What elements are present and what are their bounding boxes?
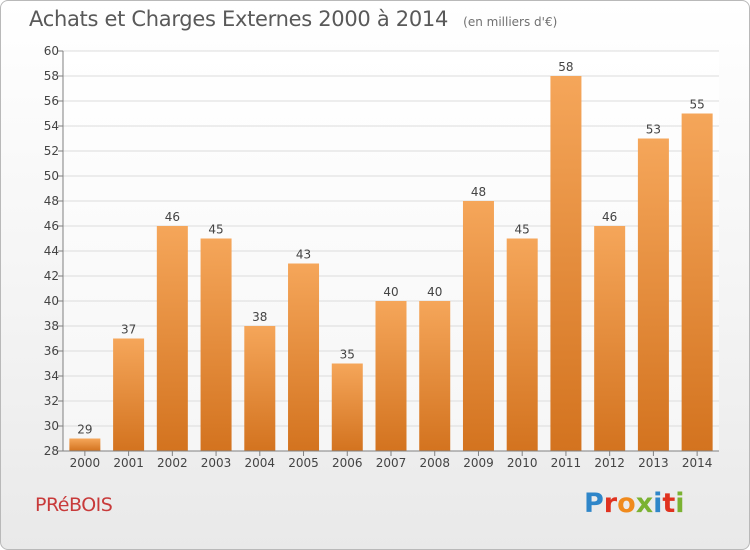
bar-value-label: 37	[121, 323, 136, 337]
bar-value-label: 58	[558, 60, 573, 74]
bar	[462, 201, 494, 451]
bar-value-label: 29	[77, 423, 92, 437]
logo-letter: o	[617, 488, 636, 519]
y-tick-label: 60	[44, 44, 59, 58]
logo-letter: i	[653, 488, 663, 519]
x-tick-label: 2011	[551, 456, 582, 470]
bar-value-label: 35	[340, 348, 355, 362]
y-tick-label: 56	[44, 94, 59, 108]
x-tick-label: 2002	[157, 456, 188, 470]
commune-name: PRéBOIS	[35, 494, 113, 516]
chart-title: Achats et Charges Externes 2000 à 2014	[29, 7, 449, 31]
x-tick-label: 2013	[638, 456, 669, 470]
bar	[288, 263, 320, 451]
logo-letter: r	[603, 488, 618, 519]
bar	[419, 301, 451, 451]
y-tick-label: 34	[44, 369, 59, 383]
logo-letter: P	[584, 488, 604, 519]
bar-value-label: 45	[208, 223, 223, 237]
y-tick-label: 38	[44, 319, 59, 333]
bar-value-label: 46	[602, 210, 617, 224]
bar	[156, 226, 188, 451]
y-tick-label: 32	[44, 394, 59, 408]
logo-letter: t	[662, 488, 676, 519]
x-tick-label: 2005	[288, 456, 319, 470]
bar-value-label: 48	[471, 185, 486, 199]
y-tick-label: 42	[44, 269, 59, 283]
x-tick-label: 2012	[594, 456, 625, 470]
y-tick-label: 30	[44, 419, 59, 433]
title-row: Achats et Charges Externes 2000 à 2014 (…	[29, 7, 557, 31]
x-tick-label: 2014	[682, 456, 713, 470]
bar	[69, 438, 101, 451]
bar-value-label: 43	[296, 248, 311, 262]
x-tick-label: 2009	[463, 456, 494, 470]
y-tick-label: 48	[44, 194, 59, 208]
y-tick-label: 54	[44, 119, 59, 133]
y-tick-label: 44	[44, 244, 59, 258]
bar	[594, 226, 626, 451]
y-tick-label: 50	[44, 169, 59, 183]
x-tick-label: 2008	[419, 456, 450, 470]
x-tick-label: 2000	[70, 456, 101, 470]
bar	[200, 238, 232, 451]
y-tick-label: 40	[44, 294, 59, 308]
bar-value-label: 40	[383, 285, 398, 299]
bar-value-label: 46	[165, 210, 180, 224]
y-tick-label: 52	[44, 144, 59, 158]
bar	[681, 113, 713, 451]
bar-value-label: 40	[427, 285, 442, 299]
y-tick-label: 36	[44, 344, 59, 358]
bar	[244, 326, 276, 451]
proxiti-logo[interactable]: Proxiti	[584, 488, 685, 519]
chart-unit-label: (en milliers d'€)	[463, 15, 558, 29]
bar-value-label: 45	[515, 223, 530, 237]
bar	[637, 138, 669, 451]
bar-value-label: 53	[646, 123, 661, 137]
x-tick-label: 2001	[113, 456, 144, 470]
bar	[375, 301, 407, 451]
bar	[113, 338, 145, 451]
bar-value-label: 38	[252, 310, 267, 324]
x-tick-label: 2003	[201, 456, 232, 470]
y-tick-label: 46	[44, 219, 59, 233]
y-tick-label: 58	[44, 69, 59, 83]
y-tick-label: 28	[44, 444, 59, 458]
x-tick-label: 2007	[376, 456, 407, 470]
x-tick-label: 2004	[245, 456, 276, 470]
bar	[506, 238, 538, 451]
bar	[331, 363, 363, 451]
logo-letter: i	[675, 488, 685, 519]
x-tick-label: 2010	[507, 456, 538, 470]
bar-value-label: 55	[689, 98, 704, 112]
bar	[550, 76, 582, 451]
x-tick-label: 2006	[332, 456, 363, 470]
logo-letter: x	[635, 488, 654, 519]
